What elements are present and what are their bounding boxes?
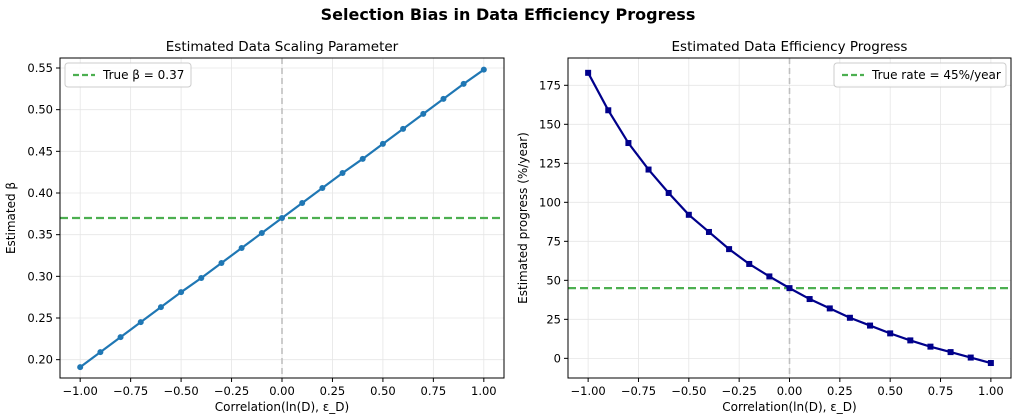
y-tick-label: 0.20 [27, 353, 53, 367]
legend: True β = 0.37 [64, 62, 192, 88]
data-point [359, 155, 366, 162]
y-tick-label: 150 [539, 117, 561, 131]
data-point [117, 334, 124, 341]
chart-title: Estimated Data Efficiency Progress [672, 39, 908, 55]
chart-title: Estimated Data Scaling Parameter [166, 39, 399, 55]
x-tick-label: −0.50 [671, 384, 706, 398]
data-point [625, 140, 632, 147]
data-point [867, 322, 874, 329]
data-point [927, 343, 934, 350]
data-point [665, 189, 672, 196]
y-axis-label: Estimated progress (%/year) [516, 132, 530, 304]
data-point [339, 170, 346, 176]
x-tick-label: −1.00 [63, 384, 98, 398]
data-point [705, 228, 712, 235]
data-point [379, 140, 386, 147]
legend-box [64, 62, 192, 88]
data-point [987, 360, 994, 367]
data-point [238, 245, 245, 251]
x-axis-label: Correlation(ln(D), ε_D) [722, 400, 856, 414]
data-point [907, 337, 914, 344]
legend-label: True β = 0.37 [102, 68, 184, 82]
y-tick-label: 0.50 [27, 103, 53, 117]
data-point [746, 260, 753, 267]
y-tick-label: 25 [546, 312, 561, 326]
x-tick-label: −0.75 [621, 384, 656, 398]
x-tick-label: 1.00 [978, 384, 1004, 398]
data-point [480, 66, 487, 73]
x-tick-label: −0.25 [214, 384, 249, 398]
data-point [400, 125, 407, 132]
x-tick-label: 0.00 [269, 384, 295, 398]
y-tick-label: 0.55 [27, 61, 53, 75]
x-tick-label: 0.00 [777, 384, 803, 398]
x-tick-label: 0.25 [320, 384, 346, 398]
data-point [157, 304, 164, 311]
y-tick-label: 0 [554, 351, 561, 365]
y-tick-label: 75 [546, 234, 561, 248]
y-tick-label: 0.45 [27, 144, 53, 158]
legend-label: True rate = 45%/year [871, 68, 1001, 82]
y-tick-label: 0.35 [27, 228, 53, 242]
data-point [786, 285, 793, 292]
legend-box [833, 62, 1007, 88]
data-point [645, 166, 652, 173]
data-point [460, 80, 467, 87]
y-tick-label: 100 [539, 195, 561, 209]
data-point [967, 354, 974, 361]
x-tick-label: −0.25 [722, 384, 757, 398]
data-point [97, 349, 104, 356]
x-tick-label: −1.00 [571, 384, 606, 398]
data-point [605, 107, 612, 114]
data-point [887, 330, 894, 337]
y-tick-label: 0.40 [27, 186, 53, 200]
x-tick-label: 0.50 [877, 384, 903, 398]
data-point [766, 273, 773, 280]
y-tick-label: 125 [539, 156, 561, 170]
x-tick-label: 0.25 [827, 384, 853, 398]
data-point [440, 95, 447, 102]
data-point [947, 349, 954, 356]
x-tick-label: 1.00 [471, 384, 497, 398]
y-axis-label: Estimated β [4, 182, 18, 254]
chart-estimated-beta: −1.00 −0.75 −0.50 −0.25 0.00 0.25 0.50 0.75 1.00… [4, 39, 505, 414]
x-tick-label: −0.50 [163, 384, 198, 398]
data-point [279, 215, 285, 221]
legend: True rate = 45%/year [833, 62, 1007, 88]
y-tick-label: 0.30 [27, 269, 53, 283]
data-point [218, 260, 225, 266]
x-tick-label: 0.75 [421, 384, 447, 398]
x-tick-label: 0.75 [928, 384, 954, 398]
data-point [420, 110, 427, 117]
data-point [685, 211, 692, 218]
y-tick-label: 50 [546, 273, 561, 287]
data-point [319, 185, 326, 191]
data-point [806, 296, 813, 303]
data-point [77, 364, 84, 371]
data-point [299, 200, 306, 206]
data-point [726, 246, 733, 253]
data-point [198, 275, 205, 281]
x-tick-label: −0.75 [113, 384, 148, 398]
data-point [826, 305, 833, 312]
figure-title: Selection Bias in Data Efficiency Progre… [321, 5, 696, 24]
y-tick-label: 175 [539, 78, 561, 92]
data-point [258, 230, 265, 236]
data-point [178, 289, 185, 296]
x-tick-label: 0.50 [370, 384, 396, 398]
x-axis-label: Correlation(ln(D), ε_D) [215, 400, 349, 414]
data-point [846, 314, 853, 321]
data-point [585, 69, 592, 76]
data-point [137, 319, 144, 326]
chart-estimated-progress: −1.00 −0.75 −0.50 −0.25 0.00 0.25 0.50 0.75 1.00… [516, 39, 1012, 414]
y-tick-label: 0.25 [27, 311, 53, 325]
